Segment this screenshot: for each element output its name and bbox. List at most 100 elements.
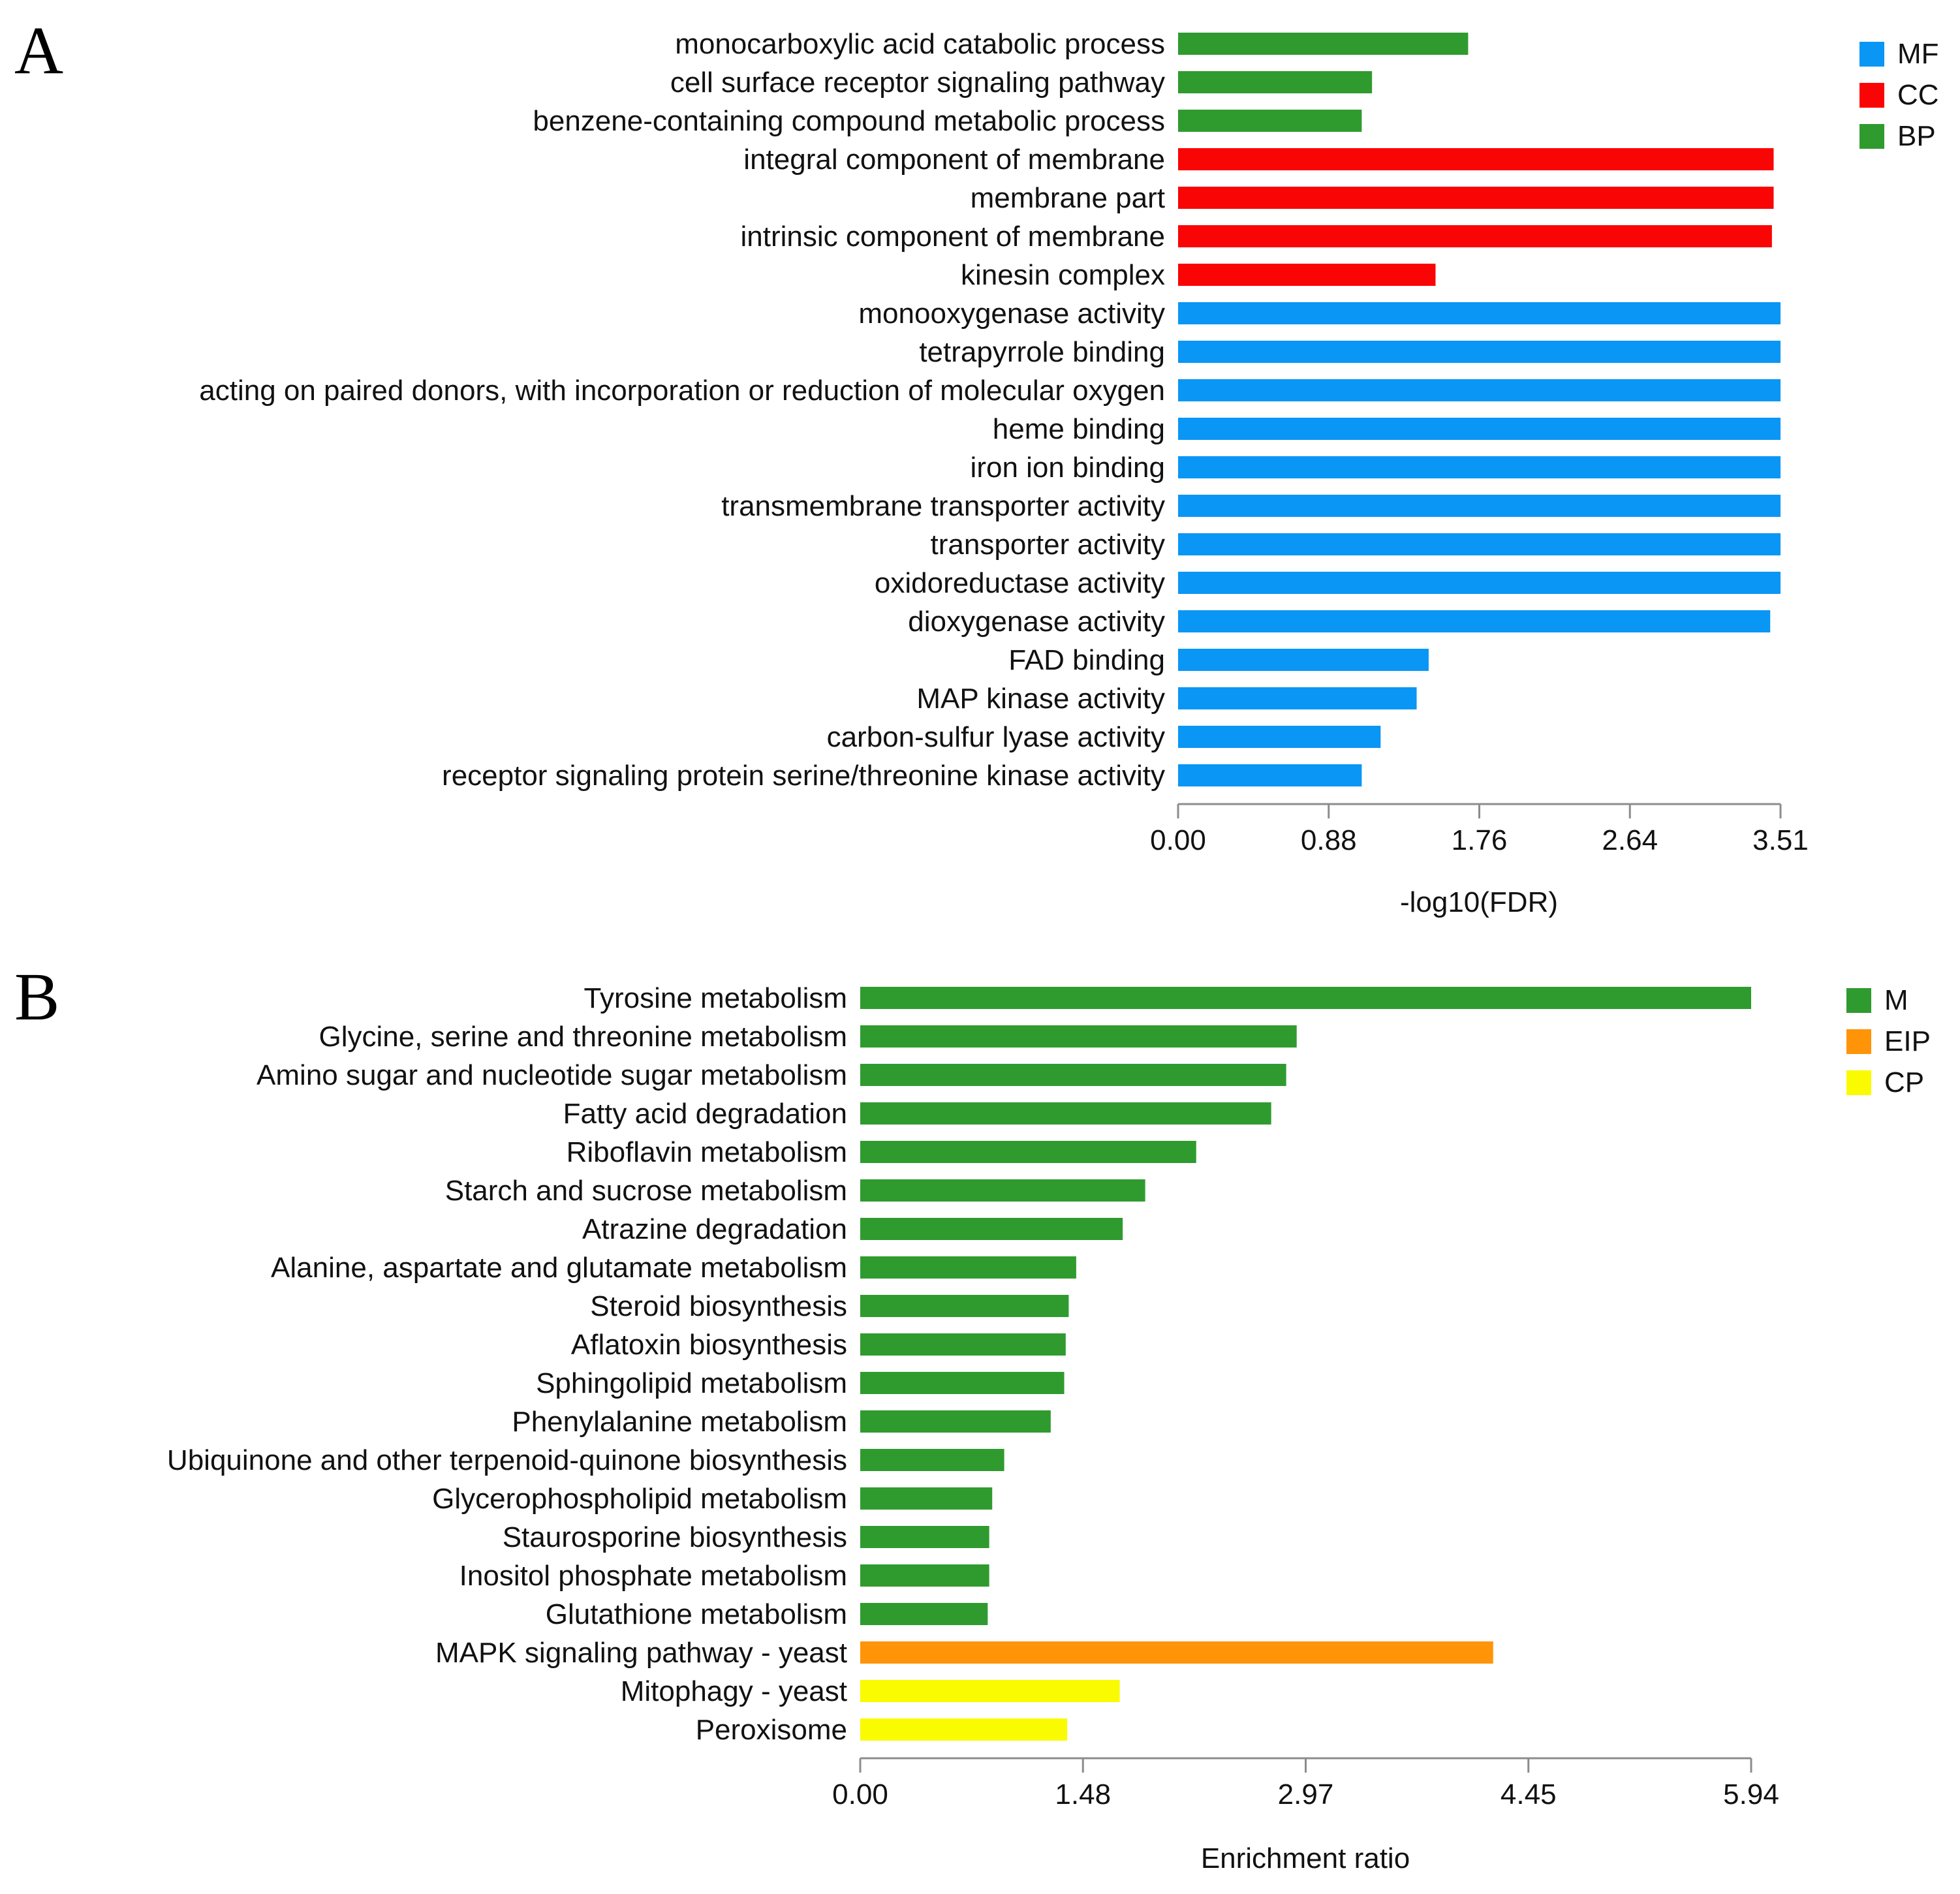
bar — [1178, 341, 1781, 363]
category-label: heme binding — [993, 413, 1165, 445]
category-label: Glutathione metabolism — [546, 1598, 847, 1630]
x-tick-label: 5.94 — [1723, 1778, 1779, 1810]
x-tick-label: 0.88 — [1301, 824, 1357, 856]
bar — [1178, 649, 1429, 671]
category-label: Amino sugar and nucleotide sugar metabol… — [257, 1059, 847, 1091]
bar — [1178, 533, 1781, 555]
bar — [1178, 764, 1362, 786]
legend-label: CP — [1884, 1066, 1924, 1098]
category-label: Sphingolipid metabolism — [536, 1367, 847, 1399]
bar — [860, 1179, 1145, 1202]
bar — [1178, 495, 1781, 517]
category-label: carbon-sulfur lyase activity — [827, 721, 1165, 753]
category-label: Ubiquinone and other terpenoid-quinone b… — [167, 1444, 847, 1476]
bar — [860, 1025, 1297, 1048]
category-label: Starch and sucrose metabolism — [445, 1175, 847, 1207]
legend-swatch — [1859, 83, 1884, 108]
category-label: Mitophagy - yeast — [621, 1675, 847, 1707]
x-tick-label: 1.76 — [1452, 824, 1508, 856]
legend-swatch — [1859, 42, 1884, 67]
bar — [860, 1449, 1004, 1471]
bar — [860, 1564, 989, 1587]
category-label: cell surface receptor signaling pathway — [670, 67, 1165, 99]
legend-swatch — [1846, 1070, 1871, 1095]
x-axis-title: Enrichment ratio — [1201, 1842, 1410, 1874]
bar — [860, 1141, 1196, 1163]
bar — [1178, 302, 1781, 324]
category-label: monocarboxylic acid catabolic process — [675, 28, 1165, 60]
bar — [1178, 687, 1417, 709]
bar — [1178, 456, 1781, 478]
bar — [1178, 379, 1781, 401]
category-label: receptor signaling protein serine/threon… — [442, 760, 1165, 792]
category-label: Glycine, serine and threonine metabolism — [319, 1021, 847, 1053]
bar — [860, 1102, 1271, 1125]
panel-letter: B — [14, 959, 59, 1034]
bar — [1178, 148, 1774, 170]
bar — [1178, 726, 1381, 748]
category-label: monooxygenase activity — [858, 298, 1165, 330]
bar — [1178, 110, 1362, 132]
bar — [860, 1295, 1069, 1317]
bar — [860, 1333, 1066, 1356]
bar — [1178, 264, 1436, 286]
category-label: tetrapyrrole binding — [919, 336, 1165, 368]
category-label: benzene-containing compound metabolic pr… — [533, 105, 1165, 137]
category-label: intrinsic component of membrane — [740, 221, 1165, 253]
category-label: Atrazine degradation — [582, 1213, 847, 1245]
bar — [860, 987, 1751, 1009]
category-label: Steroid biosynthesis — [590, 1290, 847, 1322]
bar — [860, 1526, 989, 1548]
category-label: Riboflavin metabolism — [567, 1136, 847, 1168]
bar — [860, 1680, 1120, 1702]
category-label: dioxygenase activity — [908, 606, 1165, 638]
category-label: FAD binding — [1008, 644, 1165, 676]
bar — [1178, 225, 1772, 247]
x-tick-label: 2.97 — [1278, 1778, 1334, 1810]
category-label: Aflatoxin biosynthesis — [571, 1329, 847, 1361]
bar — [1178, 418, 1781, 440]
category-label: kinesin complex — [961, 259, 1165, 291]
bar — [1178, 33, 1469, 55]
category-label: transmembrane transporter activity — [721, 490, 1165, 522]
category-label: Alanine, aspartate and glutamate metabol… — [271, 1252, 847, 1284]
bar — [1178, 572, 1781, 594]
legend-label: EIP — [1884, 1025, 1931, 1057]
category-label: MAPK signaling pathway - yeast — [435, 1637, 847, 1669]
x-tick-label: 3.51 — [1752, 824, 1809, 856]
category-label: Inositol phosphate metabolism — [459, 1560, 847, 1592]
category-label: Peroxisome — [696, 1714, 847, 1746]
category-label: membrane part — [971, 182, 1165, 214]
category-label: transporter activity — [931, 529, 1165, 561]
category-label: oxidoreductase activity — [875, 567, 1165, 599]
bar — [1178, 610, 1771, 632]
x-axis-title: -log10(FDR) — [1400, 886, 1558, 918]
category-label: acting on paired donors, with incorporat… — [199, 375, 1165, 407]
x-tick-label: 0.00 — [1150, 824, 1206, 856]
category-label: Tyrosine metabolism — [584, 982, 847, 1014]
x-tick-label: 1.48 — [1055, 1778, 1111, 1810]
panel-letter: A — [14, 13, 63, 88]
x-tick-label: 0.00 — [832, 1778, 888, 1810]
x-tick-label: 4.45 — [1501, 1778, 1557, 1810]
legend-label: BP — [1897, 120, 1936, 152]
category-label: iron ion binding — [971, 452, 1165, 484]
category-label: Fatty acid degradation — [563, 1098, 847, 1130]
bar — [860, 1487, 993, 1510]
bar — [1178, 71, 1373, 93]
category-label: MAP kinase activity — [916, 683, 1165, 715]
category-label: Staurosporine biosynthesis — [503, 1521, 847, 1553]
category-label: Glycerophospholipid metabolism — [432, 1483, 847, 1515]
bar — [860, 1603, 988, 1625]
legend-label: CC — [1897, 79, 1939, 111]
legend-label: M — [1884, 984, 1908, 1016]
bar — [860, 1218, 1123, 1240]
bar — [860, 1256, 1076, 1279]
legend-swatch — [1846, 1029, 1871, 1054]
category-label: Phenylalanine metabolism — [512, 1406, 847, 1438]
legend-label: MF — [1897, 38, 1939, 70]
legend-swatch — [1846, 988, 1871, 1013]
bar — [1178, 187, 1774, 209]
